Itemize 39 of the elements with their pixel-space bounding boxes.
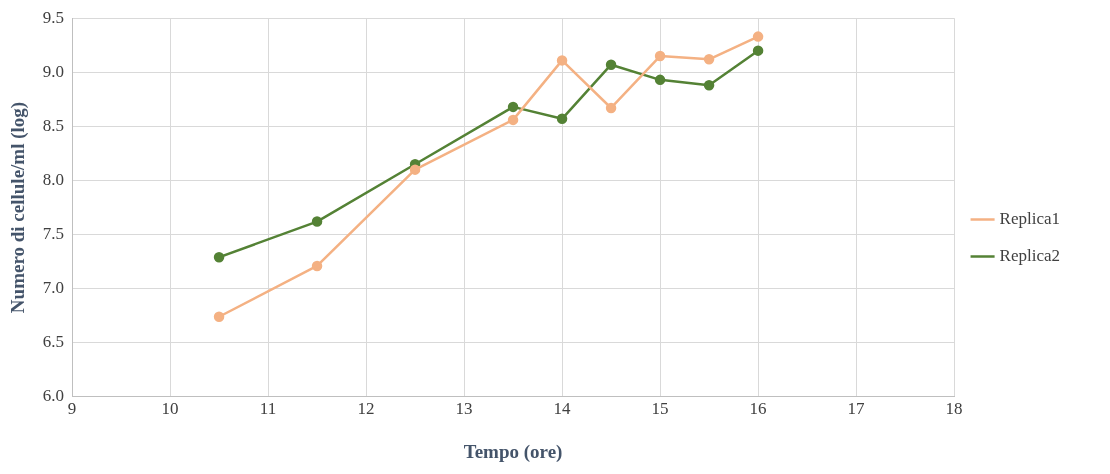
point: [654, 50, 666, 62]
point: [752, 45, 764, 56]
y-tick-label: 8.0: [42, 169, 65, 189]
x-tick-label: 11: [259, 399, 277, 419]
point: [703, 54, 715, 65]
point: [507, 114, 519, 126]
point: [556, 55, 568, 66]
x-tick-label: 9: [67, 399, 77, 419]
y-tick-label: 6.5: [42, 332, 65, 352]
x-tick-label: 12: [357, 399, 375, 419]
point: [409, 164, 421, 175]
x-tick-label: 16: [749, 399, 767, 419]
point: [654, 74, 666, 86]
y-tick-label: 8.5: [42, 115, 65, 135]
point: [311, 216, 323, 227]
point: [311, 260, 323, 272]
point: [752, 31, 764, 42]
point: [213, 252, 225, 263]
point: [556, 113, 568, 125]
legend-label: Replica2: [999, 245, 1060, 265]
y-tick-label: 7.5: [42, 224, 65, 244]
x-tick-label: 10: [161, 399, 179, 419]
y-tick-label: 6.0: [42, 386, 65, 406]
point: [605, 102, 617, 114]
x-tick-label: 17: [847, 399, 866, 419]
point: [213, 311, 225, 322]
y-tick-label: 7.0: [42, 278, 65, 298]
point: [703, 80, 715, 91]
x-tick-label: 15: [651, 399, 669, 419]
x-axis-title: Tempo (ore): [463, 440, 563, 463]
x-tick-label: 13: [455, 399, 473, 419]
x-tick-label: 18: [945, 399, 963, 419]
y-tick-label: 9.0: [42, 61, 65, 81]
y-axis-title: Numero di cellule/ml (log): [7, 101, 30, 314]
point: [507, 101, 519, 113]
y-tick-label: 9.5: [42, 7, 65, 27]
x-tick-label: 14: [553, 399, 572, 419]
point: [605, 59, 617, 70]
legend-label: Replica1: [999, 208, 1060, 228]
